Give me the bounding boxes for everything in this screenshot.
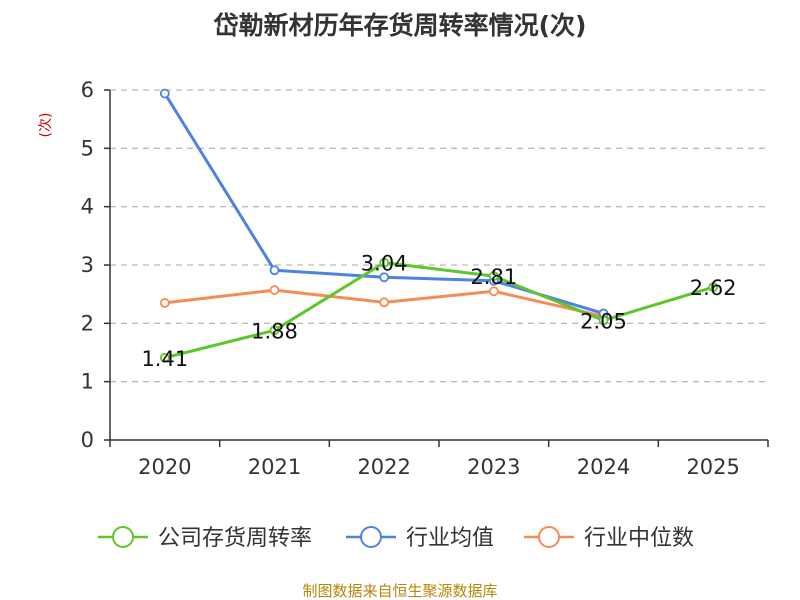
x-tick-label: 2023: [467, 455, 520, 479]
y-tick-label: 6: [81, 78, 94, 102]
grid: [110, 89, 768, 383]
x-tick-label: 2021: [248, 455, 301, 479]
series-1-point: [269, 265, 280, 276]
data-labels: 1.41 1.88 3.04 2.81 2.05 2.62: [141, 252, 736, 371]
x-tick-label: 2025: [686, 455, 739, 479]
series-2-point: [379, 297, 390, 308]
series-1-point: [159, 88, 170, 99]
y-tick-label: 3: [81, 253, 94, 277]
data-label: 1.41: [141, 347, 188, 371]
series-0-point: [708, 282, 719, 293]
series-0-point: [379, 257, 390, 268]
legend-label: 公司存货周转率: [158, 526, 312, 551]
source-note: 制图数据来自恒生聚源数据库: [302, 582, 497, 600]
data-label: 2.05: [580, 309, 627, 333]
legend-item-0[interactable]: 公司存货周转率: [98, 526, 312, 551]
series-2-point: [269, 285, 280, 295]
x-tick-label: 2024: [577, 455, 630, 479]
data-label: 1.88: [251, 319, 298, 343]
series-0-line: [164, 261, 714, 360]
chart-title: 岱勒新材历年存货周转率情况(次): [213, 11, 587, 40]
data-label: 2.62: [690, 276, 737, 300]
legend-item-1[interactable]: 行业均值: [346, 526, 494, 551]
y-tick-label: 2: [81, 311, 94, 335]
legend-label: 行业均值: [406, 526, 494, 551]
legend-label: 行业中位数: [584, 526, 694, 551]
legend[interactable]: 公司存货周转率 行业均值 行业中位数: [98, 526, 694, 551]
series-2-point: [159, 298, 170, 308]
legend-item-2[interactable]: 行业中位数: [524, 526, 694, 551]
legend-swatch-marker: [112, 526, 134, 548]
y-tick-label: 1: [81, 370, 94, 394]
x-tick-label: 2020: [138, 455, 191, 479]
y-tick-label: 4: [81, 195, 94, 219]
series-0-point: [488, 271, 499, 281]
series-0-point: [159, 352, 170, 363]
x-tick-label: 2022: [357, 455, 410, 479]
series-1-point: [379, 272, 390, 283]
series-0-point: [598, 315, 609, 326]
data-label: 2.81: [470, 265, 517, 289]
y-tick-label: 5: [81, 136, 94, 160]
legend-swatch-marker: [360, 526, 382, 548]
legend-swatch-marker: [538, 526, 560, 548]
series-2-point: [488, 286, 499, 297]
series: [159, 88, 719, 363]
axes: 0 1 2 3 4 5 6 2020 2021 2022 2023 2024 2025: [81, 78, 769, 479]
y-axis-label: (次): [38, 113, 54, 138]
data-label: 3.04: [361, 252, 408, 276]
series-0-point: [269, 325, 280, 336]
y-tick-label: 0: [81, 428, 94, 452]
